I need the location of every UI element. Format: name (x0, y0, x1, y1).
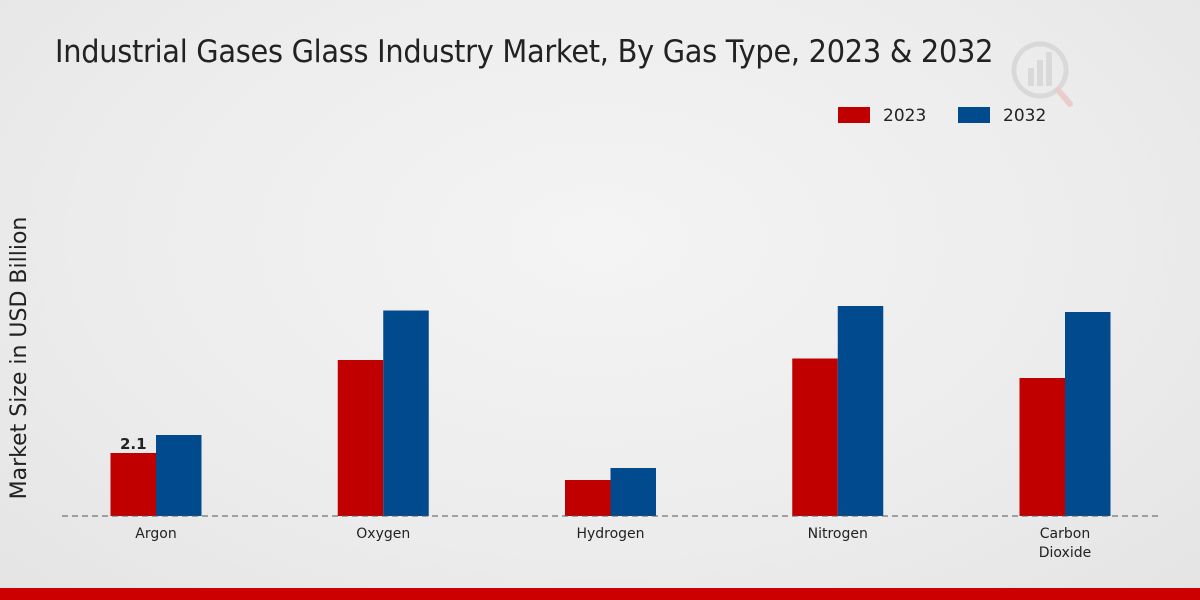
bar-2032-hydrogen (610, 468, 656, 516)
bottom-accent-bar (0, 588, 1200, 600)
x-tick-label: Hydrogen (576, 526, 644, 542)
bar-2032-nitrogen (837, 306, 884, 516)
x-tick-label: Carbon (1040, 526, 1090, 542)
legend-swatch-2023 (838, 107, 870, 123)
bar-2023-nitrogen (792, 358, 838, 516)
bar-2023-hydrogen (565, 480, 611, 516)
legend-swatch-2032 (958, 107, 990, 123)
bar-2023-oxygen (337, 360, 384, 516)
bar-2023-carbon-dioxide (1019, 378, 1065, 516)
x-tick-label: Oxygen (356, 526, 410, 542)
legend-label-2032: 2032 (1003, 106, 1046, 126)
bar-2023-argon (110, 453, 156, 516)
bar-2032-oxygen (383, 310, 429, 516)
x-tick-label: Nitrogen (808, 526, 868, 542)
x-tick-label: Dioxide (1039, 545, 1091, 561)
bar-2032-carbon-dioxide (1065, 312, 1111, 516)
y-axis-label: Market Size in USD Billion (7, 217, 32, 500)
legend-label-2023: 2023 (883, 106, 926, 126)
watermark-logo-icon (1011, 41, 1073, 107)
bar-2032-argon (156, 435, 202, 516)
data-label: 2.1 (120, 435, 147, 453)
chart-title: Industrial Gases Glass Industry Market, … (55, 34, 994, 70)
x-tick-label: Argon (135, 526, 176, 542)
